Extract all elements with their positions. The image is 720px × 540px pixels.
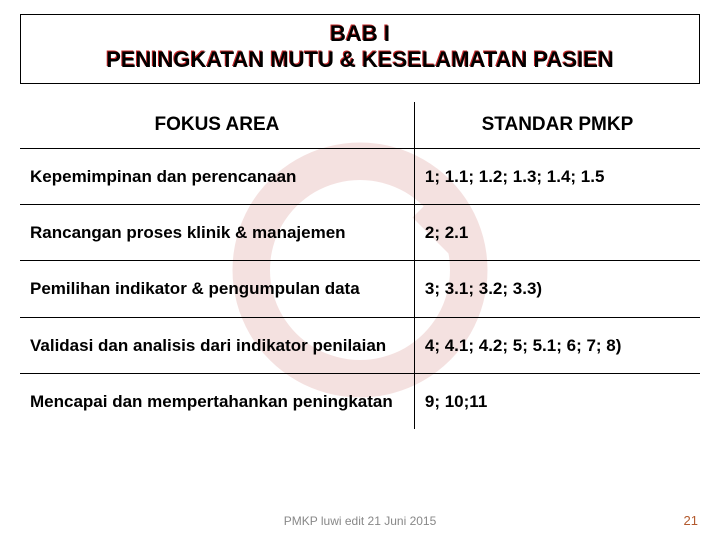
table-header-row: FOKUS AREA STANDAR PMKP (20, 102, 700, 149)
footer-note: PMKP luwi edit 21 Juni 2015 (284, 514, 437, 528)
table-row: Mencapai dan mempertahankan peningkatan … (20, 373, 700, 429)
cell-standard: 2; 2.1 (414, 205, 700, 261)
table-row: Kepemimpinan dan perencanaan 1; 1.1; 1.2… (20, 149, 700, 205)
page-number: 21 (684, 513, 698, 528)
cell-standard: 1; 1.1; 1.2; 1.3; 1.4; 1.5 (414, 149, 700, 205)
cell-focus: Validasi dan analisis dari indikator pen… (20, 317, 414, 373)
table-row: Validasi dan analisis dari indikator pen… (20, 317, 700, 373)
header-standard: STANDAR PMKP (414, 102, 700, 149)
cell-focus: Rancangan proses klinik & manajemen (20, 205, 414, 261)
table-row: Rancangan proses klinik & manajemen 2; 2… (20, 205, 700, 261)
cell-focus: Mencapai dan mempertahankan peningkatan (20, 373, 414, 429)
table-row: Pemilihan indikator & pengumpulan data 3… (20, 261, 700, 317)
cell-standard: 9; 10;11 (414, 373, 700, 429)
cell-focus: Kepemimpinan dan perencanaan (20, 149, 414, 205)
title-box: BAB I PENINGKATAN MUTU & KESELAMATAN PAS… (20, 14, 700, 84)
standards-table: FOKUS AREA STANDAR PMKP Kepemimpinan dan… (20, 102, 700, 429)
title-line1: BAB I (330, 21, 390, 47)
cell-standard: 4; 4.1; 4.2; 5; 5.1; 6; 7; 8) (414, 317, 700, 373)
cell-focus: Pemilihan indikator & pengumpulan data (20, 261, 414, 317)
cell-standard: 3; 3.1; 3.2; 3.3) (414, 261, 700, 317)
header-focus-area: FOKUS AREA (20, 102, 414, 149)
title-line2: PENINGKATAN MUTU & KESELAMATAN PASIEN (106, 47, 614, 73)
